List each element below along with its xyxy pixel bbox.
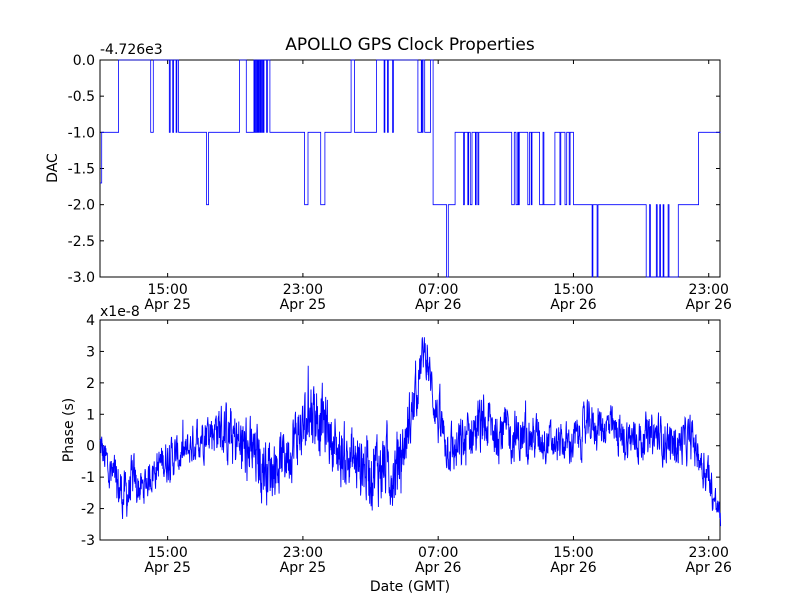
- phase-y-tick-label: -3: [81, 533, 95, 549]
- dac-series-line: [100, 59, 721, 278]
- dac-x-tick-time: 23:00: [283, 282, 323, 298]
- phase-x-tick-time: 15:00: [553, 545, 593, 561]
- phase-x-tick-date: Apr 25: [144, 560, 190, 576]
- phase-x-tick-date: Apr 26: [685, 560, 732, 576]
- dac-x-tick-time: 07:00: [418, 282, 458, 298]
- phase-x-tick-date: Apr 26: [550, 560, 597, 576]
- phase-x-tick-time: 23:00: [689, 545, 729, 561]
- dac-x-tick-date: Apr 26: [550, 297, 597, 313]
- dac-y-tick-label: -1.0: [68, 125, 95, 141]
- dac-x-tick-date: Apr 26: [415, 297, 462, 313]
- dac-y-tick-label: -3.0: [68, 270, 95, 286]
- phase-y-tick-label: -2: [81, 502, 95, 518]
- dac-x-tick-date: Apr 26: [685, 297, 732, 313]
- dac-x-tick-date: Apr 25: [144, 297, 190, 313]
- phase-x-tick-time: 07:00: [418, 545, 458, 561]
- phase-x-tick-date: Apr 26: [415, 560, 462, 576]
- phase-y-tick-label: 2: [86, 376, 95, 392]
- phase-x-tick-time: 15:00: [147, 545, 187, 561]
- dac-x-tick-date: Apr 25: [280, 297, 326, 313]
- dac-series: [100, 59, 721, 278]
- dac-y-tick-label: -2.5: [68, 234, 95, 250]
- dac-y-tick-label: -1.5: [68, 162, 95, 178]
- phase-y-tick-label: 3: [86, 344, 95, 360]
- dac-x-tick-time: 15:00: [553, 282, 593, 298]
- dac-y-tick-label: -2.0: [68, 198, 95, 214]
- phase-offset-label: x1e-8: [100, 304, 140, 320]
- dac-offset-label: -4.726e3: [100, 42, 163, 58]
- dac-y-tick-label: -0.5: [68, 89, 95, 105]
- dac-y-tick-label: 0.0: [73, 53, 95, 69]
- phase-y-tick-label: 1: [86, 407, 95, 423]
- phase-y-tick-label: 4: [86, 313, 95, 329]
- phase-series-line: [99, 337, 722, 527]
- phase-x-tick-date: Apr 25: [280, 560, 326, 576]
- phase-series: [99, 337, 722, 527]
- phase-y-axis-label: Phase (s): [61, 398, 77, 462]
- dac-x-tick-time: 15:00: [147, 282, 187, 298]
- dac-plot-area: [99, 59, 721, 278]
- x-axis-label: Date (GMT): [370, 579, 450, 595]
- dac-x-tick-time: 23:00: [689, 282, 729, 298]
- phase-y-tick-label: 0: [86, 439, 95, 455]
- phase-y-tick-label: -1: [81, 470, 95, 486]
- chart-title: APOLLO GPS Clock Properties: [285, 35, 535, 55]
- phase-x-tick-time: 23:00: [283, 545, 323, 561]
- dac-y-axis-label: DAC: [45, 153, 61, 183]
